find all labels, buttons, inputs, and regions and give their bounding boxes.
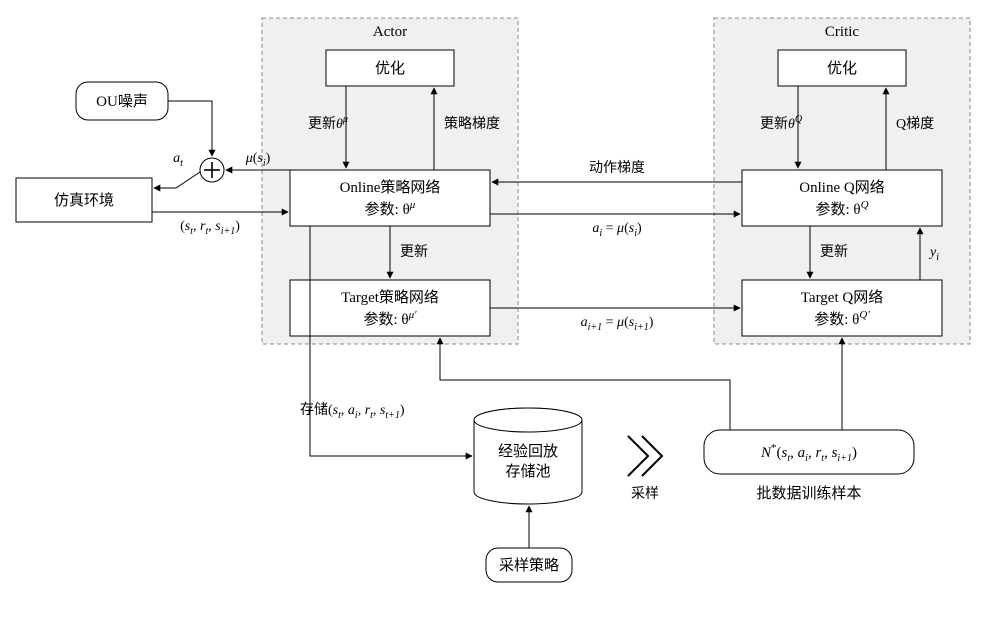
actor-opt-label: 优化: [375, 60, 405, 77]
target-policy-line1: Target策略网络: [341, 289, 439, 306]
online-policy-line2: 参数: θμ: [365, 199, 416, 218]
edge-policy-grad-label: 策略梯度: [444, 115, 500, 132]
edge-policy-to-target-label: 更新: [400, 244, 428, 260]
diagram-canvas: Actor Critic OU噪声 仿真环境 优化 Online策略网络 参数:…: [0, 0, 1000, 617]
target-q-line1: Target Q网络: [801, 289, 883, 306]
edge-ai1-label: ai+1 = μ(si+1): [581, 315, 654, 333]
online-policy-line1: Online策略网络: [340, 179, 441, 196]
online-q-line1: Online Q网络: [799, 179, 884, 196]
edge-at-label: at: [173, 151, 183, 169]
edge-store-label: 存储(st, ai, rt, st+1): [300, 402, 405, 421]
critic-opt-label: 优化: [827, 60, 857, 77]
edge-action-grad-label: 动作梯度: [589, 160, 645, 176]
edge-q-grad-label: Q梯度: [896, 116, 934, 132]
sim-env-label: 仿真环境: [54, 191, 114, 209]
ou-noise-label: OU噪声: [96, 92, 148, 110]
edge-at-line: [156, 172, 200, 188]
sample-chevron-icon: [628, 436, 662, 476]
edge-ai-label: ai = μ(si): [592, 221, 642, 239]
edge-env-to-policy-label: (st, rt, si+1): [180, 219, 240, 237]
critic-panel-title: Critic: [825, 24, 860, 40]
edge-actoropt-down-label: 更新θμ: [308, 114, 348, 132]
replay-line1: 经验回放: [498, 443, 558, 460]
edge-sum-env: [154, 172, 200, 188]
replay-buffer: 经验回放 存储池: [474, 408, 582, 504]
actor-panel-title: Actor: [373, 24, 407, 40]
edge-ou-to-sum: [168, 101, 212, 156]
edge-sum-to-env: [154, 170, 200, 188]
replay-line2: 存储池: [505, 463, 550, 480]
sample-label: 采样: [631, 486, 659, 502]
edge-onlineq-to-targetq-label: 更新: [820, 244, 848, 260]
batch-caption: 批数据训练样本: [756, 485, 861, 502]
sampling-policy-label: 采样策略: [499, 557, 559, 574]
